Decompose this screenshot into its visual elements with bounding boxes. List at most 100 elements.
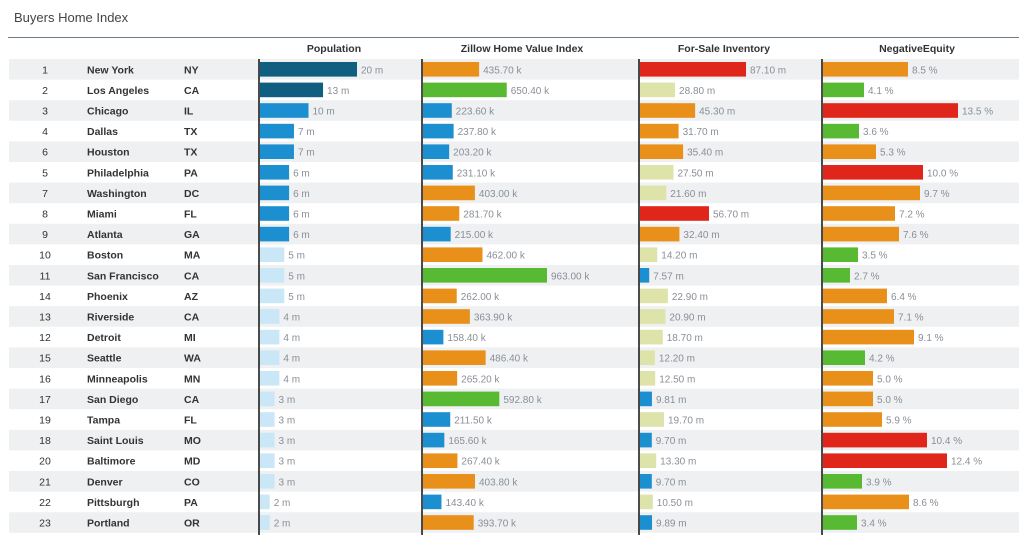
bar-inventory (640, 268, 650, 283)
city-label: Chicago (87, 106, 128, 118)
value-label-zhvi: 215.00 k (455, 230, 494, 241)
bar-negative-equity (823, 82, 864, 98)
state-label: MN (184, 373, 200, 385)
city-label: Atlanta (87, 229, 123, 241)
rank-label: 9 (42, 229, 48, 241)
value-label-negative-equity: 9.1 % (918, 333, 944, 344)
bar-zhvi (423, 453, 458, 468)
rank-label: 6 (42, 147, 48, 159)
value-label-population: 6 m (293, 210, 310, 221)
city-label: Tampa (87, 415, 120, 427)
value-label-zhvi: 363.90 k (474, 313, 513, 324)
value-label-negative-equity: 3.9 % (866, 477, 892, 488)
state-label: TX (184, 126, 197, 138)
state-label: DC (184, 188, 200, 200)
bar-negative-equity (823, 165, 923, 180)
state-label: PA (184, 497, 198, 509)
bar-zhvi (423, 62, 480, 77)
value-label-zhvi: 281.70 k (463, 210, 502, 221)
table-row: 3 Chicago IL 10 m 223.60 k 45.30 m 13.5 % (9, 100, 1019, 121)
value-label-population: 4 m (283, 374, 300, 385)
bar-zhvi (423, 515, 474, 530)
table-row: 1 New York NY 20 m 435.70 k 87.10 m 8.5 % (9, 59, 1019, 80)
bar-inventory (640, 82, 676, 98)
city-label: Phoenix (87, 291, 128, 303)
value-label-zhvi: 963.00 k (551, 271, 590, 282)
column-header-negative-equity: NegativeEquity (879, 43, 955, 55)
rank-label: 22 (39, 497, 51, 509)
city-label: Miami (87, 209, 117, 221)
city-label: Boston (87, 250, 123, 262)
bar-negative-equity (823, 350, 865, 365)
value-label-negative-equity: 3.6 % (863, 127, 889, 138)
city-label: Seattle (87, 353, 122, 365)
value-label-negative-equity: 6.4 % (891, 292, 917, 303)
bar-zhvi (423, 185, 475, 201)
value-label-population: 6 m (293, 230, 310, 241)
table-row: 10 Boston MA 5 m 462.00 k 14.20 m 3.5 % (39, 247, 888, 262)
value-label-inventory: 12.20 m (659, 354, 695, 365)
value-label-population: 7 m (298, 127, 315, 138)
value-label-population: 5 m (288, 271, 305, 282)
table-row: 12 Detroit MI 4 m 158.40 k 18.70 m 9.1 % (39, 329, 944, 345)
table-row: 19 Tampa FL 3 m 211.50 k 19.70 m 5.9 % (39, 412, 912, 427)
value-label-population: 4 m (283, 313, 300, 324)
city-label: Minneapolis (87, 373, 148, 385)
rank-label: 7 (42, 188, 48, 200)
bar-inventory (640, 494, 653, 510)
table-row: 6 Houston TX 7 m 203.20 k 35.40 m 5.3 % (9, 141, 1019, 162)
bar-population (260, 247, 285, 262)
value-label-negative-equity: 5.0 % (877, 395, 903, 406)
bar-zhvi (423, 412, 451, 427)
bar-negative-equity (823, 62, 908, 77)
rank-label: 1 (42, 64, 48, 76)
bar-population (260, 391, 275, 407)
value-label-zhvi: 262.00 k (461, 292, 500, 303)
city-label: Saint Louis (87, 435, 144, 447)
table-row: 5 Philadelphia PA 6 m 231.10 k 27.50 m 10.0 % (42, 165, 958, 180)
city-label: Denver (87, 476, 123, 488)
bar-inventory (640, 309, 666, 324)
table-row: 8 Miami FL 6 m 281.70 k 56.70 m 7.2 % (42, 206, 925, 221)
bar-population (260, 165, 290, 180)
value-label-zhvi: 203.20 k (453, 148, 492, 159)
table-row: 17 San Diego CA 3 m 592.80 k 9.81 m 5.0 % (9, 388, 1019, 410)
bar-zhvi (423, 103, 452, 118)
city-label: Houston (87, 147, 130, 159)
bar-zhvi (423, 268, 547, 283)
bar-zhvi (423, 329, 444, 345)
value-label-population: 5 m (288, 251, 305, 262)
city-label: Dallas (87, 126, 118, 138)
bar-population (260, 206, 290, 221)
bar-inventory (640, 144, 684, 159)
bar-negative-equity (823, 268, 850, 283)
column-header-inventory: For-Sale Inventory (677, 43, 771, 55)
bar-negative-equity (823, 412, 882, 427)
bar-negative-equity (823, 474, 862, 489)
value-label-negative-equity: 3.4 % (861, 519, 887, 530)
table-row: 15 Seattle WA 4 m 486.40 k 12.20 m 4.2 % (9, 347, 1019, 368)
value-label-population: 6 m (293, 189, 310, 200)
table-row: 7 Washington DC 6 m 403.00 k 21.60 m 9.7 % (9, 182, 1019, 204)
value-label-zhvi: 237.80 k (458, 127, 497, 138)
city-label: San Diego (87, 394, 138, 406)
table-row: 13 Riverside CA 4 m 363.90 k 20.90 m 7.1 % (9, 306, 1019, 327)
value-label-population: 4 m (283, 333, 300, 344)
bar-population (260, 453, 275, 468)
city-label: Baltimore (87, 456, 136, 468)
bar-inventory (640, 226, 680, 242)
bar-inventory (640, 329, 663, 345)
rank-label: 15 (39, 353, 51, 365)
value-label-zhvi: 486.40 k (490, 354, 529, 365)
value-label-negative-equity: 7.6 % (903, 230, 929, 241)
state-label: AZ (184, 291, 199, 303)
table-row: 11 San Francisco CA 5 m 963.00 k 7.57 m 2.7 % (9, 265, 1019, 286)
page-title: Buyers Home Index (14, 10, 129, 25)
bar-negative-equity (823, 103, 958, 118)
table-row: 16 Minneapolis MN 4 m 265.20 k 12.50 m 5.0 % (39, 371, 903, 386)
value-label-population: 3 m (279, 457, 296, 468)
value-label-negative-equity: 5.0 % (877, 374, 903, 385)
bar-zhvi (423, 474, 475, 489)
rank-label: 13 (39, 312, 51, 324)
